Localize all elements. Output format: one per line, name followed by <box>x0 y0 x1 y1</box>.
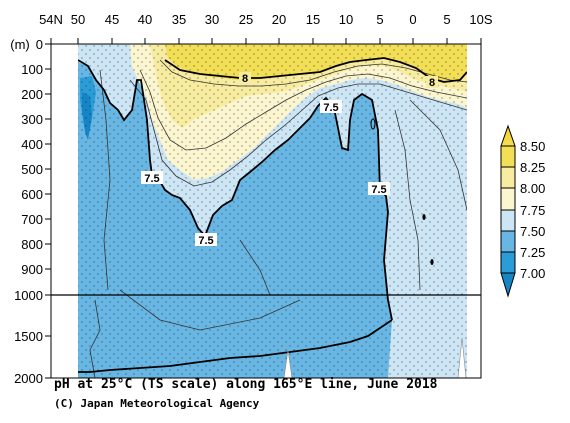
colorbar-7-75-8-00 <box>500 187 516 211</box>
colorbar-labels: 8.50 8.25 8.00 7.75 7.50 7.25 7.00 <box>520 139 545 281</box>
colorbar <box>500 124 516 298</box>
colorbar-bottom-arrow <box>500 272 516 298</box>
x-tick-45: 45 <box>105 12 119 27</box>
x-tick-5s: 5 <box>443 12 450 27</box>
x-tick-15: 15 <box>306 12 320 27</box>
x-tick-10: 10 <box>339 12 353 27</box>
contour-7-5-deep <box>78 319 393 373</box>
colorbar-7-25-7-50 <box>500 230 516 253</box>
y-axis-ticks <box>45 43 51 379</box>
ph-field <box>78 44 467 378</box>
colorbar-label-7-25: 7.25 <box>520 245 545 260</box>
x-tick-25: 25 <box>239 12 253 27</box>
y-tick-2000: 2000 <box>14 371 43 386</box>
chart-credit: (C) Japan Meteorological Agency <box>54 397 260 410</box>
chart-title: pH at 25°C (TS scale) along 165°E line, … <box>54 377 438 392</box>
y-tick-700: 700 <box>21 212 43 227</box>
y-tick-600: 600 <box>21 187 43 202</box>
plot-frame <box>50 43 482 379</box>
y-tick-100: 100 <box>21 62 43 77</box>
cell-2 <box>422 214 426 220</box>
x-tick-50: 50 <box>71 12 85 27</box>
x-tick-54n: 54N <box>39 12 63 27</box>
y-tick-1500: 1500 <box>14 329 43 344</box>
colorbar-label-8-50: 8.50 <box>520 139 545 154</box>
y-tick-400: 400 <box>21 137 43 152</box>
contour-label-8-b: 8 <box>429 77 435 89</box>
y-axis-labels: (m) 0 100 200 300 400 500 600 700 800 90… <box>10 37 43 386</box>
thin-contours <box>89 59 467 378</box>
contour-7-5-main <box>78 59 393 321</box>
x-tick-0: 0 <box>409 12 416 27</box>
y-tick-800: 800 <box>21 237 43 252</box>
y-tick-500: 500 <box>21 162 43 177</box>
x-tick-40: 40 <box>138 12 152 27</box>
x-tick-10s: 10S <box>469 12 492 27</box>
bottom-spike-left <box>283 349 293 378</box>
colorbar-label-8-25: 8.25 <box>520 160 545 175</box>
stippling-overlay <box>78 44 467 378</box>
contour-label-7-5-c: 7.5 <box>371 184 386 196</box>
y-tick-200: 200 <box>21 87 43 102</box>
contour-labels: 8 8 7.5 7.5 7.5 7.5 <box>141 72 438 247</box>
colorbar-label-7-00: 7.00 <box>520 266 545 281</box>
bottom-spike-right <box>457 337 467 378</box>
colorbar-7-50-7-75 <box>500 209 516 232</box>
colorbar-7-00-7-25 <box>500 251 516 274</box>
contour-label-8-a: 8 <box>242 73 248 85</box>
cell-1 <box>370 118 376 130</box>
x-axis-labels: 54N 50 45 40 35 30 25 20 15 10 5 0 5 10S <box>39 12 493 27</box>
cell-3 <box>430 259 434 265</box>
colorbar-8-00-8-25 <box>500 166 516 189</box>
y-unit-label: (m) <box>10 37 30 52</box>
y-tick-900: 900 <box>21 262 43 277</box>
colorbar-label-7-75: 7.75 <box>520 203 545 218</box>
contour-label-7-5-a: 7.5 <box>323 102 338 114</box>
x-axis-ticks <box>50 38 482 44</box>
x-tick-35: 35 <box>172 12 186 27</box>
colorbar-top-arrow <box>500 124 516 147</box>
y-tick-300: 300 <box>21 112 43 127</box>
contour-label-7-5-b: 7.5 <box>144 173 159 185</box>
x-tick-5n: 5 <box>376 12 383 27</box>
y-tick-0: 0 <box>36 37 43 52</box>
colorbar-8-25-8-50 <box>500 145 516 168</box>
colorbar-label-8-00: 8.00 <box>520 181 545 196</box>
y-tick-1000: 1000 <box>14 288 43 303</box>
colorbar-label-7-50: 7.50 <box>520 224 545 239</box>
contour-label-7-5-d: 7.5 <box>198 235 213 247</box>
x-tick-30: 30 <box>205 12 219 27</box>
x-tick-20: 20 <box>272 12 286 27</box>
